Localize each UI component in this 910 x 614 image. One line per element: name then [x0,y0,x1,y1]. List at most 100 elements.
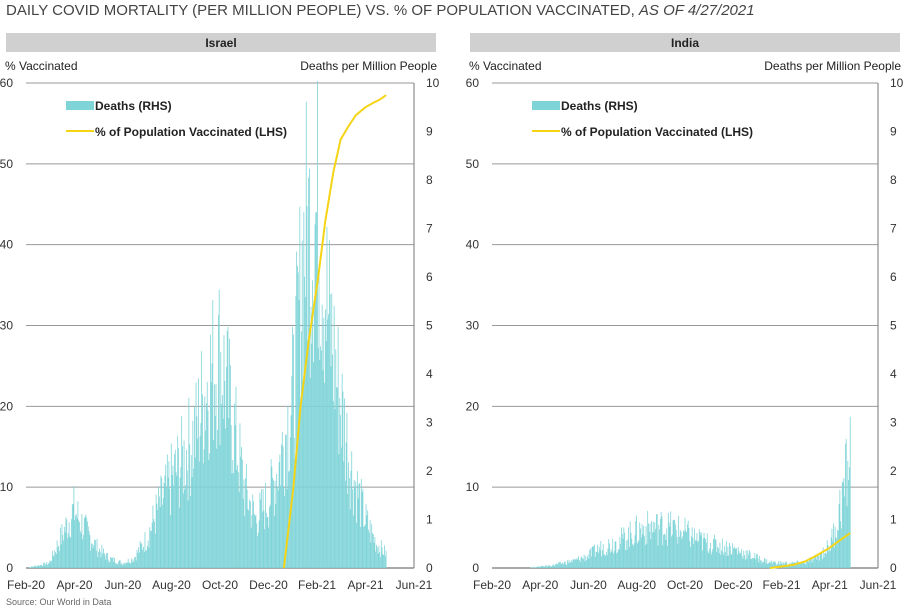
deaths-bar [752,558,753,568]
deaths-bar [590,556,592,568]
deaths-bar [289,437,291,568]
deaths-bar [569,563,571,568]
deaths-bar [142,546,144,568]
deaths-bar [160,475,162,568]
deaths-bar [357,498,359,568]
legend-label-deaths: Deaths (RHS) [561,99,638,113]
deaths-bar [186,470,188,568]
deaths-bar [233,473,234,568]
deaths-bar [656,514,657,568]
deaths-bar [704,538,706,568]
deaths-bar [352,489,353,568]
deaths-bar [814,554,816,568]
deaths-bar [349,509,351,568]
deaths-bar [178,507,180,568]
deaths-bar [347,494,349,568]
deaths-bar [270,459,272,568]
deaths-bar [150,530,151,568]
deaths-bar [63,540,64,568]
deaths-bar [71,504,73,568]
source-note: Source: Our World in Data [6,597,112,607]
deaths-bar [39,564,41,568]
deaths-bar [211,363,213,568]
deaths-bar [574,559,576,568]
deaths-bar [136,550,138,568]
deaths-bar [531,567,533,568]
deaths-bar [619,537,621,568]
deaths-bar [769,560,771,568]
deaths-bar [265,512,267,568]
y-tick-right: 9 [426,125,433,139]
deaths-bar [664,534,666,568]
deaths-bar [805,563,807,568]
deaths-bar [647,510,649,568]
deaths-bar [177,435,179,568]
deaths-bar [338,454,340,568]
deaths-bar [267,516,269,568]
deaths-bar [770,562,772,568]
deaths-bar [343,461,345,568]
deaths-bar [821,553,823,568]
deaths-bars [530,416,851,568]
deaths-bar [200,423,202,568]
deaths-bar [259,492,261,568]
deaths-bar [654,522,656,568]
deaths-bar [318,271,320,568]
y-axis-left-label: % Vaccinated [469,59,542,73]
deaths-bar [138,552,140,568]
deaths-bar [602,544,604,568]
deaths-bar [80,533,82,568]
deaths-bar [133,561,135,568]
deaths-bar [253,501,254,568]
deaths-bar [290,415,292,568]
deaths-bar [628,527,630,568]
deaths-bar [256,523,258,568]
deaths-bar [824,553,826,568]
deaths-bar [277,490,279,568]
deaths-bar [622,538,624,568]
deaths-bar [344,480,346,568]
deaths-bar [372,534,374,568]
deaths-bar [540,566,542,568]
deaths-bar [694,540,696,568]
deaths-bar [221,395,223,568]
deaths-bar [591,547,593,568]
deaths-bar [383,554,385,568]
deaths-bar [700,535,702,568]
deaths-bar [639,522,641,568]
deaths-bar [679,529,681,568]
deaths-bar [644,545,646,568]
deaths-bar [284,496,286,568]
deaths-bar [129,562,131,568]
deaths-bar [825,552,826,568]
deaths-bar [291,375,293,568]
y-tick-right: 10 [426,76,440,90]
deaths-bar [555,564,556,568]
deaths-bar [93,544,95,568]
deaths-bar [530,567,532,568]
deaths-bar [675,529,677,568]
deaths-bar [86,517,88,568]
deaths-bar [836,538,838,568]
deaths-bar [196,416,198,568]
deaths-bar [669,526,671,568]
deaths-bar [801,562,803,568]
deaths-bar [184,489,186,568]
deaths-bar [281,444,282,568]
deaths-bar [810,558,812,568]
deaths-bar [698,529,700,568]
panel-header-bar [470,33,900,52]
deaths-bar [316,81,318,569]
deaths-bar [532,567,533,568]
deaths-bar [367,510,369,568]
deaths-bar [368,532,370,568]
deaths-bar [841,481,843,568]
deaths-bar [611,551,613,568]
deaths-bar [49,560,51,568]
deaths-bar [540,566,541,568]
y-tick-right: 7 [426,222,433,236]
deaths-bar [229,365,231,568]
deaths-bar [614,541,616,568]
deaths-bar [649,523,651,568]
deaths-bar [296,251,298,568]
